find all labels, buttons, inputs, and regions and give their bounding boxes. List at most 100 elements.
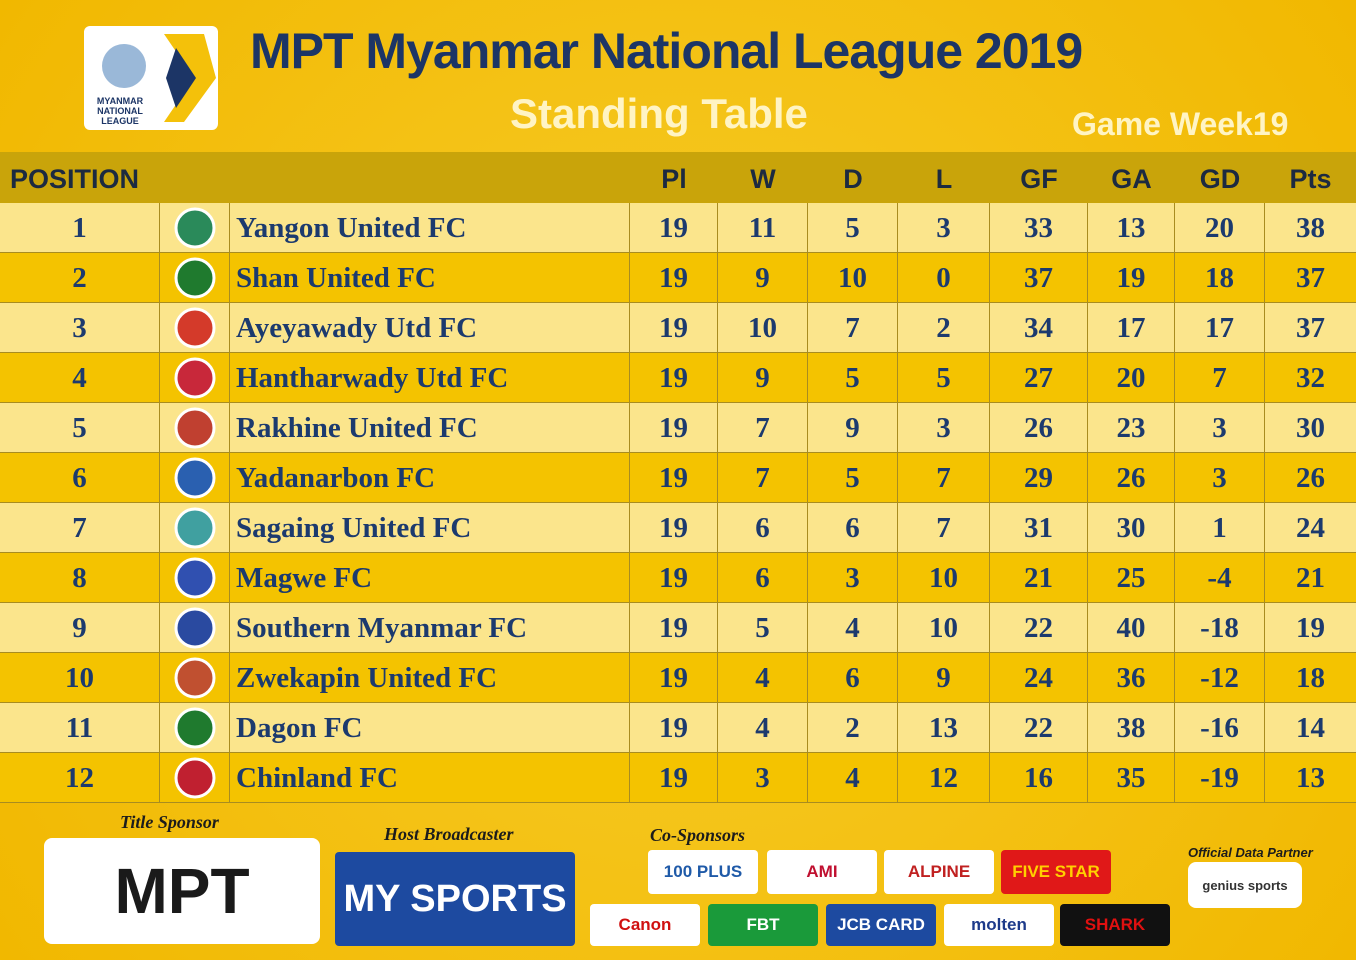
stat: 13 (898, 703, 990, 753)
stat: 7 (898, 503, 990, 553)
stat: 3 (808, 553, 898, 603)
data-partner-label: Official Data Partner (1188, 845, 1313, 860)
position: 1 (0, 203, 160, 253)
stat: 20 (1088, 353, 1175, 403)
position: 4 (0, 353, 160, 403)
league-logo: MYANMAR NATIONAL LEAGUE (84, 26, 218, 130)
column-header: GF (1020, 164, 1058, 194)
title-sponsor-label: Title Sponsor (120, 812, 219, 832)
stat: 10 (808, 253, 898, 303)
stat: 22 (990, 703, 1088, 753)
stat: 4 (718, 653, 808, 703)
column-header: GD (1199, 164, 1241, 194)
stat: 13 (1296, 762, 1325, 794)
stat: 18 (1175, 253, 1265, 303)
team-logo (160, 653, 230, 703)
stat: 37 (1296, 262, 1325, 294)
crest (174, 407, 216, 449)
team-logo (160, 303, 230, 353)
stat: 23 (1088, 403, 1175, 453)
stat: 7 (718, 403, 808, 453)
co-sponsor: 100 PLUS (648, 850, 758, 894)
stat: 9 (808, 403, 898, 453)
stat: 36 (1088, 653, 1175, 703)
stat: 19 (630, 453, 718, 503)
co-sponsors-label: Co-Sponsors (650, 825, 746, 845)
team-name: Sagaing United FC (230, 503, 630, 553)
position: 8 (0, 553, 160, 603)
table-row: 5 Rakhine United FC 19 7 9 3 26 23 3 30 (0, 403, 1356, 453)
stat: 35 (1088, 753, 1175, 803)
stat: 19 (630, 303, 718, 353)
team-name: Chinland FC (230, 753, 630, 803)
column-header: D (843, 164, 863, 194)
team-logo (160, 253, 230, 303)
subtitle: Standing Table (510, 90, 808, 137)
co-sponsor: Canon (590, 904, 700, 946)
stat: 7 (718, 453, 808, 503)
stat: 1 (1175, 503, 1265, 553)
stat: 40 (1088, 603, 1175, 653)
stat: 3 (898, 403, 990, 453)
column-header: Pts (1289, 164, 1332, 194)
stat: 33 (990, 203, 1088, 253)
stat: 32 (1296, 362, 1325, 394)
stat: 24 (1296, 512, 1325, 544)
logo-art (102, 34, 216, 122)
stat: 5 (718, 603, 808, 653)
team-name: Yangon United FC (230, 203, 630, 253)
team-logo (160, 553, 230, 603)
column-header: POSITION (10, 164, 140, 194)
position: 11 (0, 703, 160, 753)
table-row: 9 Southern Myanmar FC 19 5 4 10 22 40 -18 19 (0, 603, 1356, 653)
stat: -18 (1175, 603, 1265, 653)
data-partner: genius sports (1188, 862, 1302, 908)
team-name: Shan United FC (230, 253, 630, 303)
team-name: Rakhine United FC (230, 403, 630, 453)
team-logo (160, 353, 230, 403)
stat: 26 (990, 403, 1088, 453)
stat: 37 (990, 253, 1088, 303)
stat: 7 (898, 453, 990, 503)
stat: 6 (718, 503, 808, 553)
stat: 29 (990, 453, 1088, 503)
stat: 38 (1088, 703, 1175, 753)
stat: 21 (990, 553, 1088, 603)
stat: 27 (990, 353, 1088, 403)
title-sponsor: MPT (44, 838, 320, 944)
stat: 25 (1088, 553, 1175, 603)
team-logo (160, 753, 230, 803)
stat: 30 (1088, 503, 1175, 553)
stat: 14 (1296, 712, 1325, 744)
table-row: 4 Hantharwady Utd FC 19 9 5 5 27 20 7 32 (0, 353, 1356, 403)
position: 9 (0, 603, 160, 653)
position: 6 (0, 453, 160, 503)
crest (174, 607, 216, 649)
table-row: 2 Shan United FC 19 9 10 0 37 19 18 37 (0, 253, 1356, 303)
stat: 19 (630, 353, 718, 403)
co-sponsor: FBT (708, 904, 818, 946)
stat: 2 (808, 703, 898, 753)
stat: 24 (990, 653, 1088, 703)
stat: 20 (1175, 203, 1265, 253)
stat: 19 (630, 753, 718, 803)
team-name: Magwe FC (230, 553, 630, 603)
stat: 9 (718, 253, 808, 303)
stat: 4 (808, 753, 898, 803)
stat: 19 (630, 703, 718, 753)
crest (174, 207, 216, 249)
stat: 19 (630, 603, 718, 653)
stat: 5 (808, 353, 898, 403)
stat: 19 (1296, 612, 1325, 644)
column-header: L (935, 164, 953, 194)
column-header: GA (1111, 164, 1152, 194)
crest (174, 557, 216, 599)
stat: 4 (808, 603, 898, 653)
team-name: Southern Myanmar FC (230, 603, 630, 653)
stat: 19 (630, 503, 718, 553)
stat: -19 (1175, 753, 1265, 803)
stat: 7 (808, 303, 898, 353)
crest (174, 507, 216, 549)
crest (174, 357, 216, 399)
team-logo (160, 503, 230, 553)
